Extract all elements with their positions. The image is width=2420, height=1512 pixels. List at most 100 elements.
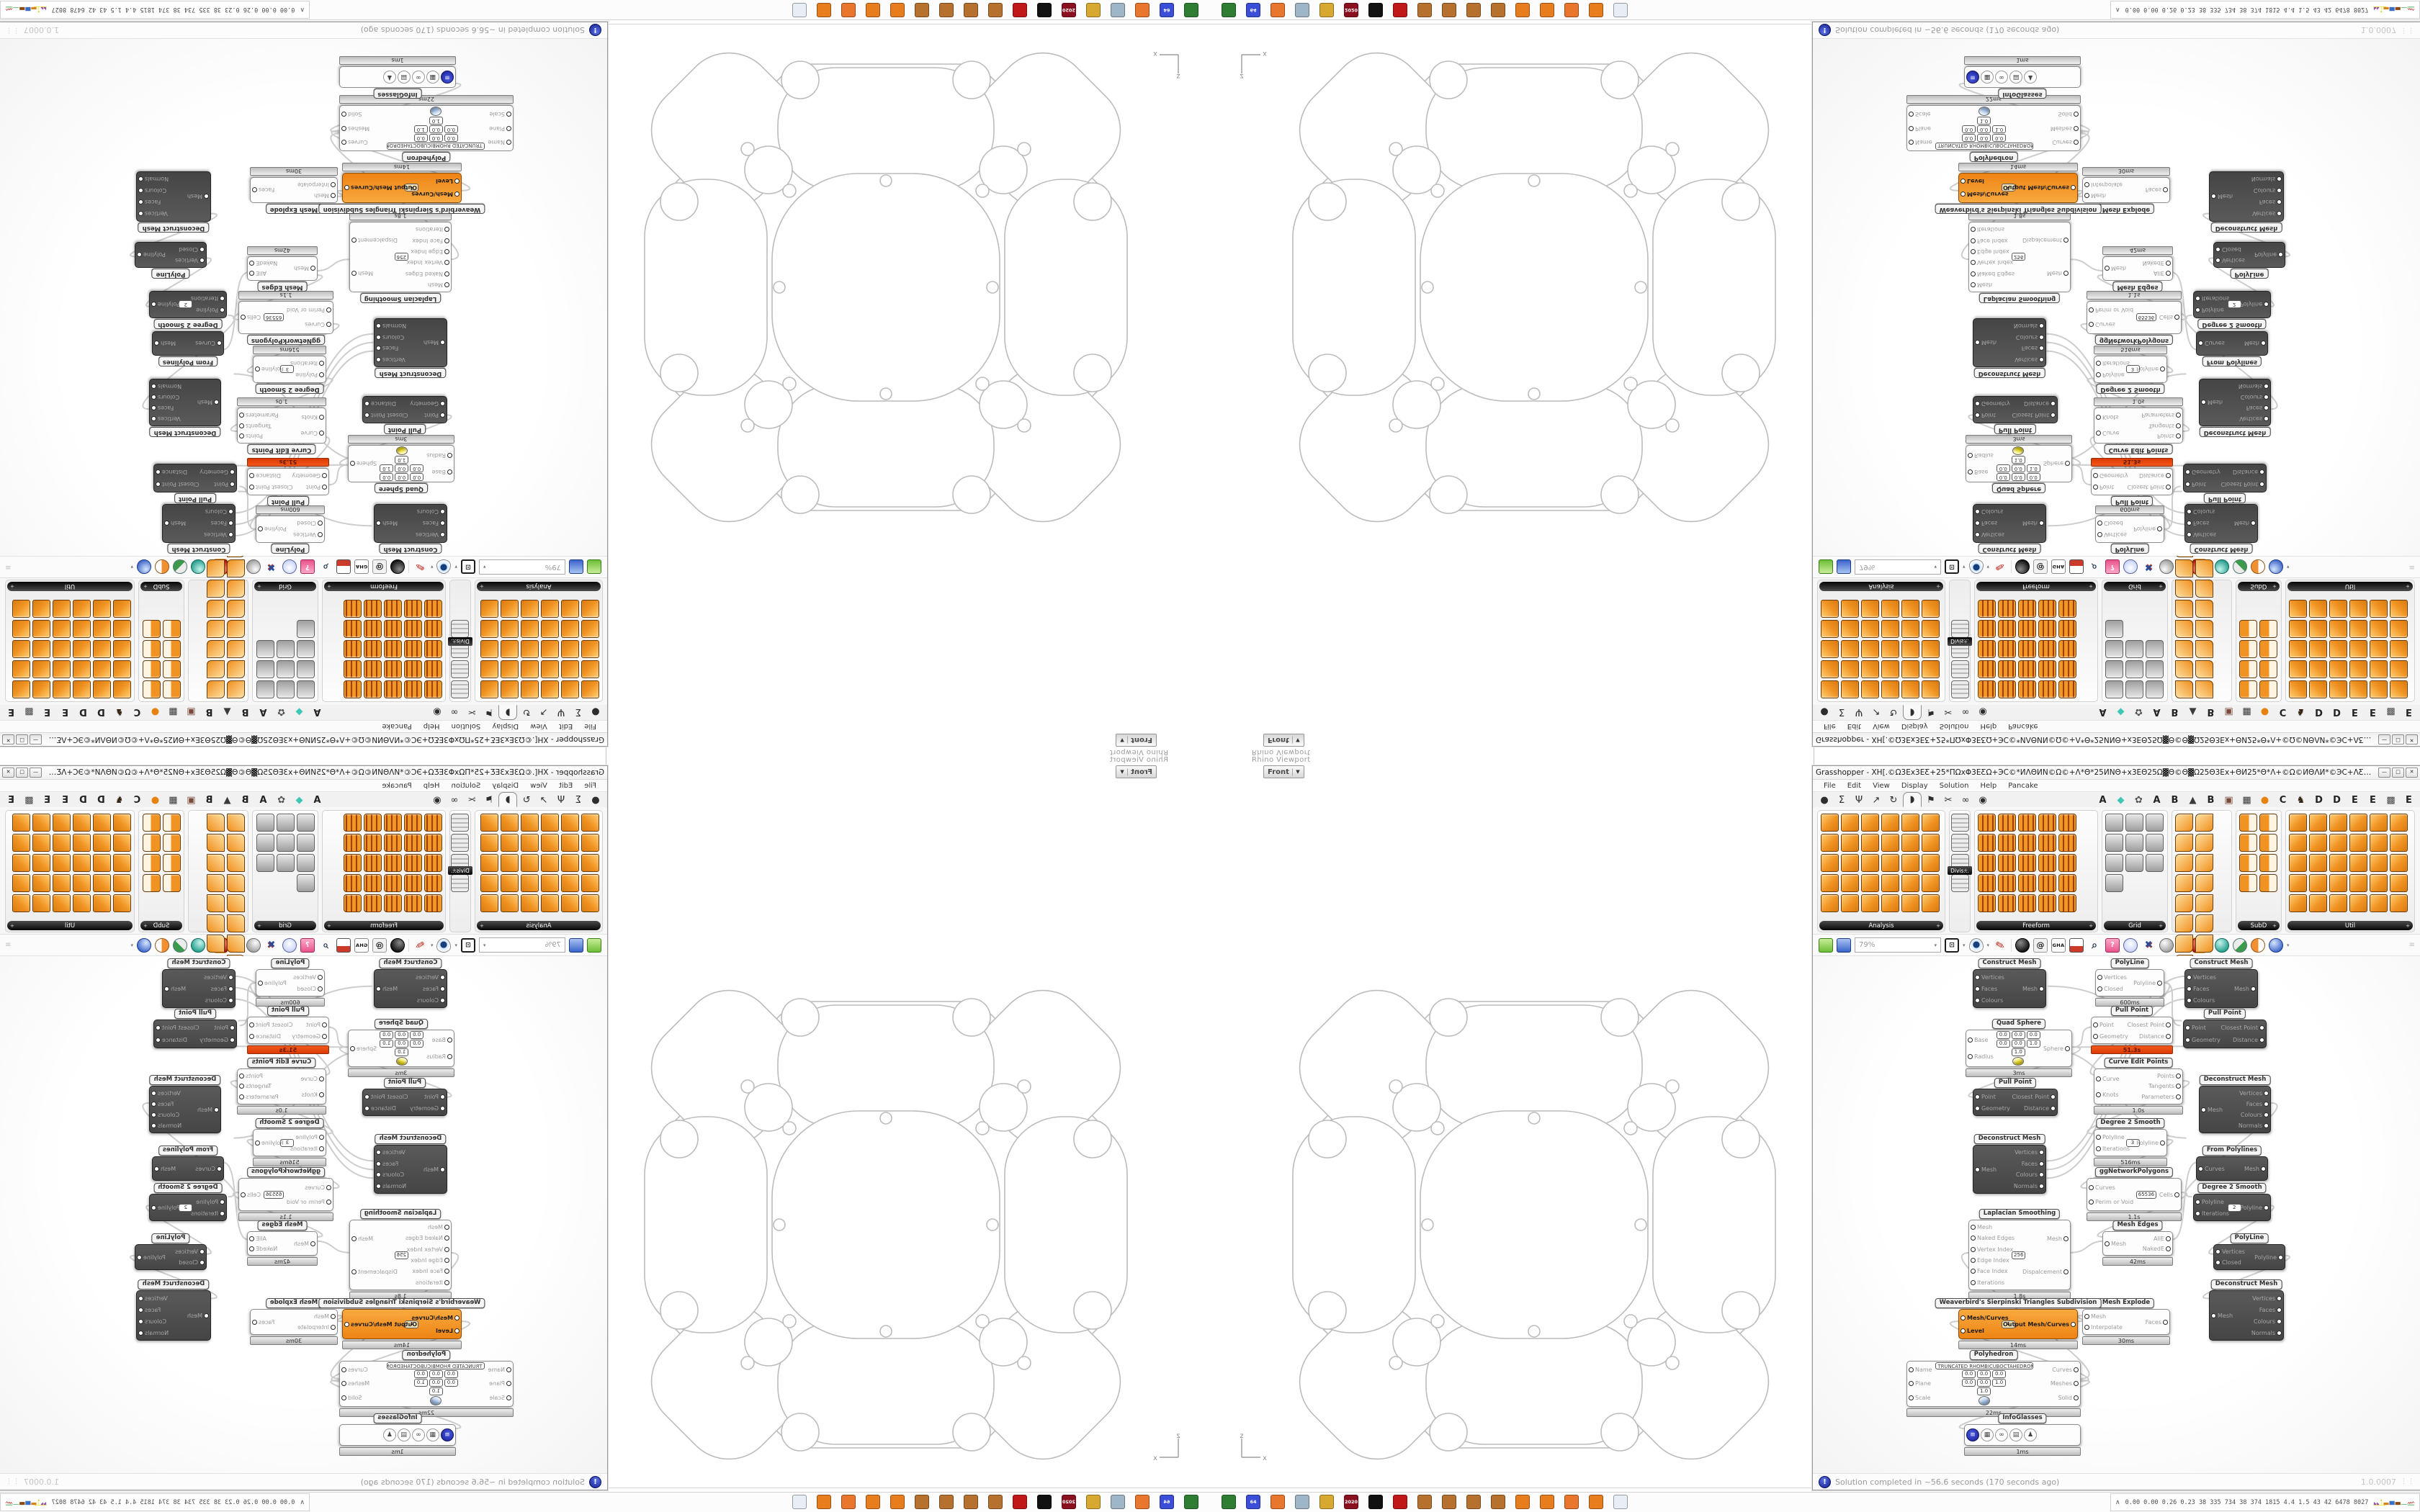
gh-node-pull-point[interactable]: Point Geometry Closest Point Distance xyxy=(1973,1089,2058,1116)
component-icon[interactable] xyxy=(12,600,30,618)
component-icon[interactable] xyxy=(297,834,315,852)
output-port[interactable]: Curves xyxy=(2052,1367,2079,1373)
finder-magnifier-icon[interactable]: ⌕ xyxy=(323,561,328,573)
component-icon[interactable] xyxy=(451,834,470,852)
component-icon[interactable] xyxy=(93,660,111,678)
tab-plugin-15[interactable]: E xyxy=(2370,795,2376,806)
value-box[interactable]: 0.0 xyxy=(395,473,409,481)
component-icon[interactable] xyxy=(2058,834,2076,852)
component-icon[interactable] xyxy=(2259,874,2277,892)
component-icon[interactable] xyxy=(2058,640,2076,658)
component-icon[interactable] xyxy=(2259,620,2277,638)
component-icon[interactable] xyxy=(53,814,71,832)
tab-plugin-4[interactable]: B xyxy=(2171,795,2179,806)
tray-chevron-icon[interactable]: ∧ xyxy=(2115,1498,2120,1506)
value-box[interactable]: 1.0 xyxy=(1992,1378,2007,1387)
component-icon[interactable] xyxy=(227,914,245,932)
infoglasses-button[interactable]: ≡ xyxy=(1966,1428,1979,1441)
component-icon[interactable] xyxy=(451,814,470,832)
component-icon[interactable] xyxy=(2289,894,2307,912)
component-icon[interactable] xyxy=(113,640,131,658)
output-port[interactable]: Mesh xyxy=(376,986,398,992)
expand-icon[interactable]: + xyxy=(327,922,331,929)
tab-plugin-10[interactable]: C xyxy=(133,795,141,806)
menu-help[interactable]: Help xyxy=(423,722,440,731)
output-port[interactable]: Normals xyxy=(151,1122,182,1129)
component-icon[interactable] xyxy=(227,874,245,892)
component-icon[interactable] xyxy=(521,834,539,852)
input-port[interactable]: Point xyxy=(1975,413,2008,419)
output-port[interactable]: Vertices xyxy=(2239,415,2269,422)
component-icon[interactable] xyxy=(2309,640,2327,658)
input-port[interactable]: Geometry xyxy=(1975,401,2010,408)
output-port[interactable]: Mesh xyxy=(351,1236,373,1242)
maximize-button[interactable]: □ xyxy=(16,768,28,778)
gha-assembly-icon[interactable]: GHA xyxy=(2051,559,2066,575)
app-icon-blender-3[interactable] xyxy=(1589,1495,1603,1509)
component-icon[interactable] xyxy=(2349,660,2367,678)
input-port[interactable]: Naked Edges xyxy=(405,271,449,277)
component-icon[interactable] xyxy=(561,854,579,872)
app-icon-2020[interactable]: 2020 xyxy=(1344,3,1358,17)
input-port[interactable]: Face Index xyxy=(411,238,449,244)
component-icon[interactable] xyxy=(2105,680,2123,698)
app-icon-2020[interactable]: 2020 xyxy=(1062,3,1076,17)
component-icon[interactable] xyxy=(2289,660,2307,678)
component-icon[interactable] xyxy=(2195,600,2213,618)
input-port[interactable]: Faces xyxy=(1975,986,2004,992)
component-icon[interactable] xyxy=(2349,894,2367,912)
save-file-icon[interactable] xyxy=(1837,559,1851,575)
component-icon[interactable] xyxy=(2018,834,2036,852)
ribbon-group-label[interactable]: Grid + xyxy=(254,921,316,930)
input-port[interactable]: Mesh/Curves xyxy=(1960,192,2009,198)
app-icon-64[interactable]: 64 xyxy=(1246,3,1260,17)
screenshot-icon[interactable] xyxy=(2069,937,2084,953)
input-port[interactable]: Mesh xyxy=(1971,282,2009,288)
viewport-canvas[interactable]: z x xyxy=(1210,778,1814,1488)
ribbon-group-label[interactable]: Freeform + xyxy=(1976,582,2096,591)
sketch-quill-icon[interactable]: ✎ xyxy=(413,937,426,953)
ribbon-group-label[interactable]: Divis… + xyxy=(448,636,472,646)
gh-node-deconstruct-mesh[interactable]: Mesh Vertices Faces Colours Normals xyxy=(136,1290,211,1341)
input-port[interactable]: Radius xyxy=(426,452,452,459)
gh-node-laplacian-smoothing[interactable]: Mesh Naked Edges Vertex Index Edge Index Fac… xyxy=(349,1220,452,1290)
output-port[interactable]: Distance xyxy=(364,401,396,408)
infoglasses-button[interactable]: ▦ xyxy=(426,71,439,84)
app-icon-blender-1[interactable] xyxy=(890,3,905,17)
input-port[interactable]: Mesh xyxy=(294,1241,315,1247)
gh-node-from-polylines[interactable]: Curves Mesh xyxy=(2196,331,2268,356)
tab-plugin-9[interactable]: ● xyxy=(151,706,160,717)
preview-eye-icon[interactable] xyxy=(1968,559,1984,575)
viewport-canvas[interactable]: z x xyxy=(606,778,1210,1488)
component-icon[interactable] xyxy=(227,600,245,618)
idea-lightbulb-icon[interactable] xyxy=(282,559,297,575)
input-port[interactable]: Mesh xyxy=(1975,1166,1996,1173)
expand-icon[interactable]: + xyxy=(10,583,14,590)
component-icon[interactable] xyxy=(541,600,559,618)
selected-preview-green-icon[interactable] xyxy=(172,559,187,575)
component-icon[interactable] xyxy=(93,814,111,832)
output-port[interactable]: Cells xyxy=(2159,315,2179,321)
value-box[interactable]: 65536 xyxy=(263,1190,284,1199)
component-icon[interactable] xyxy=(32,620,50,638)
gh-node-quad-sphere[interactable]: Base Radius 0.0 0.0 0.0 0.0 0.0 1.0 1.0 Sphere xyxy=(1966,445,2072,482)
component-icon[interactable] xyxy=(93,640,111,658)
component-icon[interactable] xyxy=(143,854,161,872)
menu-edit[interactable]: Edit xyxy=(558,722,573,731)
output-port[interactable]: Distance xyxy=(2024,401,2056,408)
component-icon[interactable] xyxy=(2038,834,2056,852)
component-icon[interactable] xyxy=(1998,894,2016,912)
value-box[interactable]: 0.0 xyxy=(1996,1031,2010,1039)
value-box[interactable]: 0.0 xyxy=(429,125,443,134)
gh-node-deconstruct-mesh[interactable]: Mesh Vertices Faces Colours Normals xyxy=(2199,1086,2271,1133)
component-icon[interactable] xyxy=(227,854,245,872)
component-icon[interactable] xyxy=(163,680,181,698)
component-icon[interactable] xyxy=(384,834,402,852)
input-port[interactable]: Name xyxy=(1909,139,1932,145)
zoom-extents-icon[interactable]: ⊡ xyxy=(461,937,475,953)
component-icon[interactable] xyxy=(2195,559,2213,577)
output-port[interactable]: Normals xyxy=(138,1330,169,1336)
component-icon[interactable] xyxy=(364,640,382,658)
selected-preview-green-icon[interactable] xyxy=(2233,559,2248,575)
ribbon-group-label[interactable]: Analysis + xyxy=(477,921,601,930)
